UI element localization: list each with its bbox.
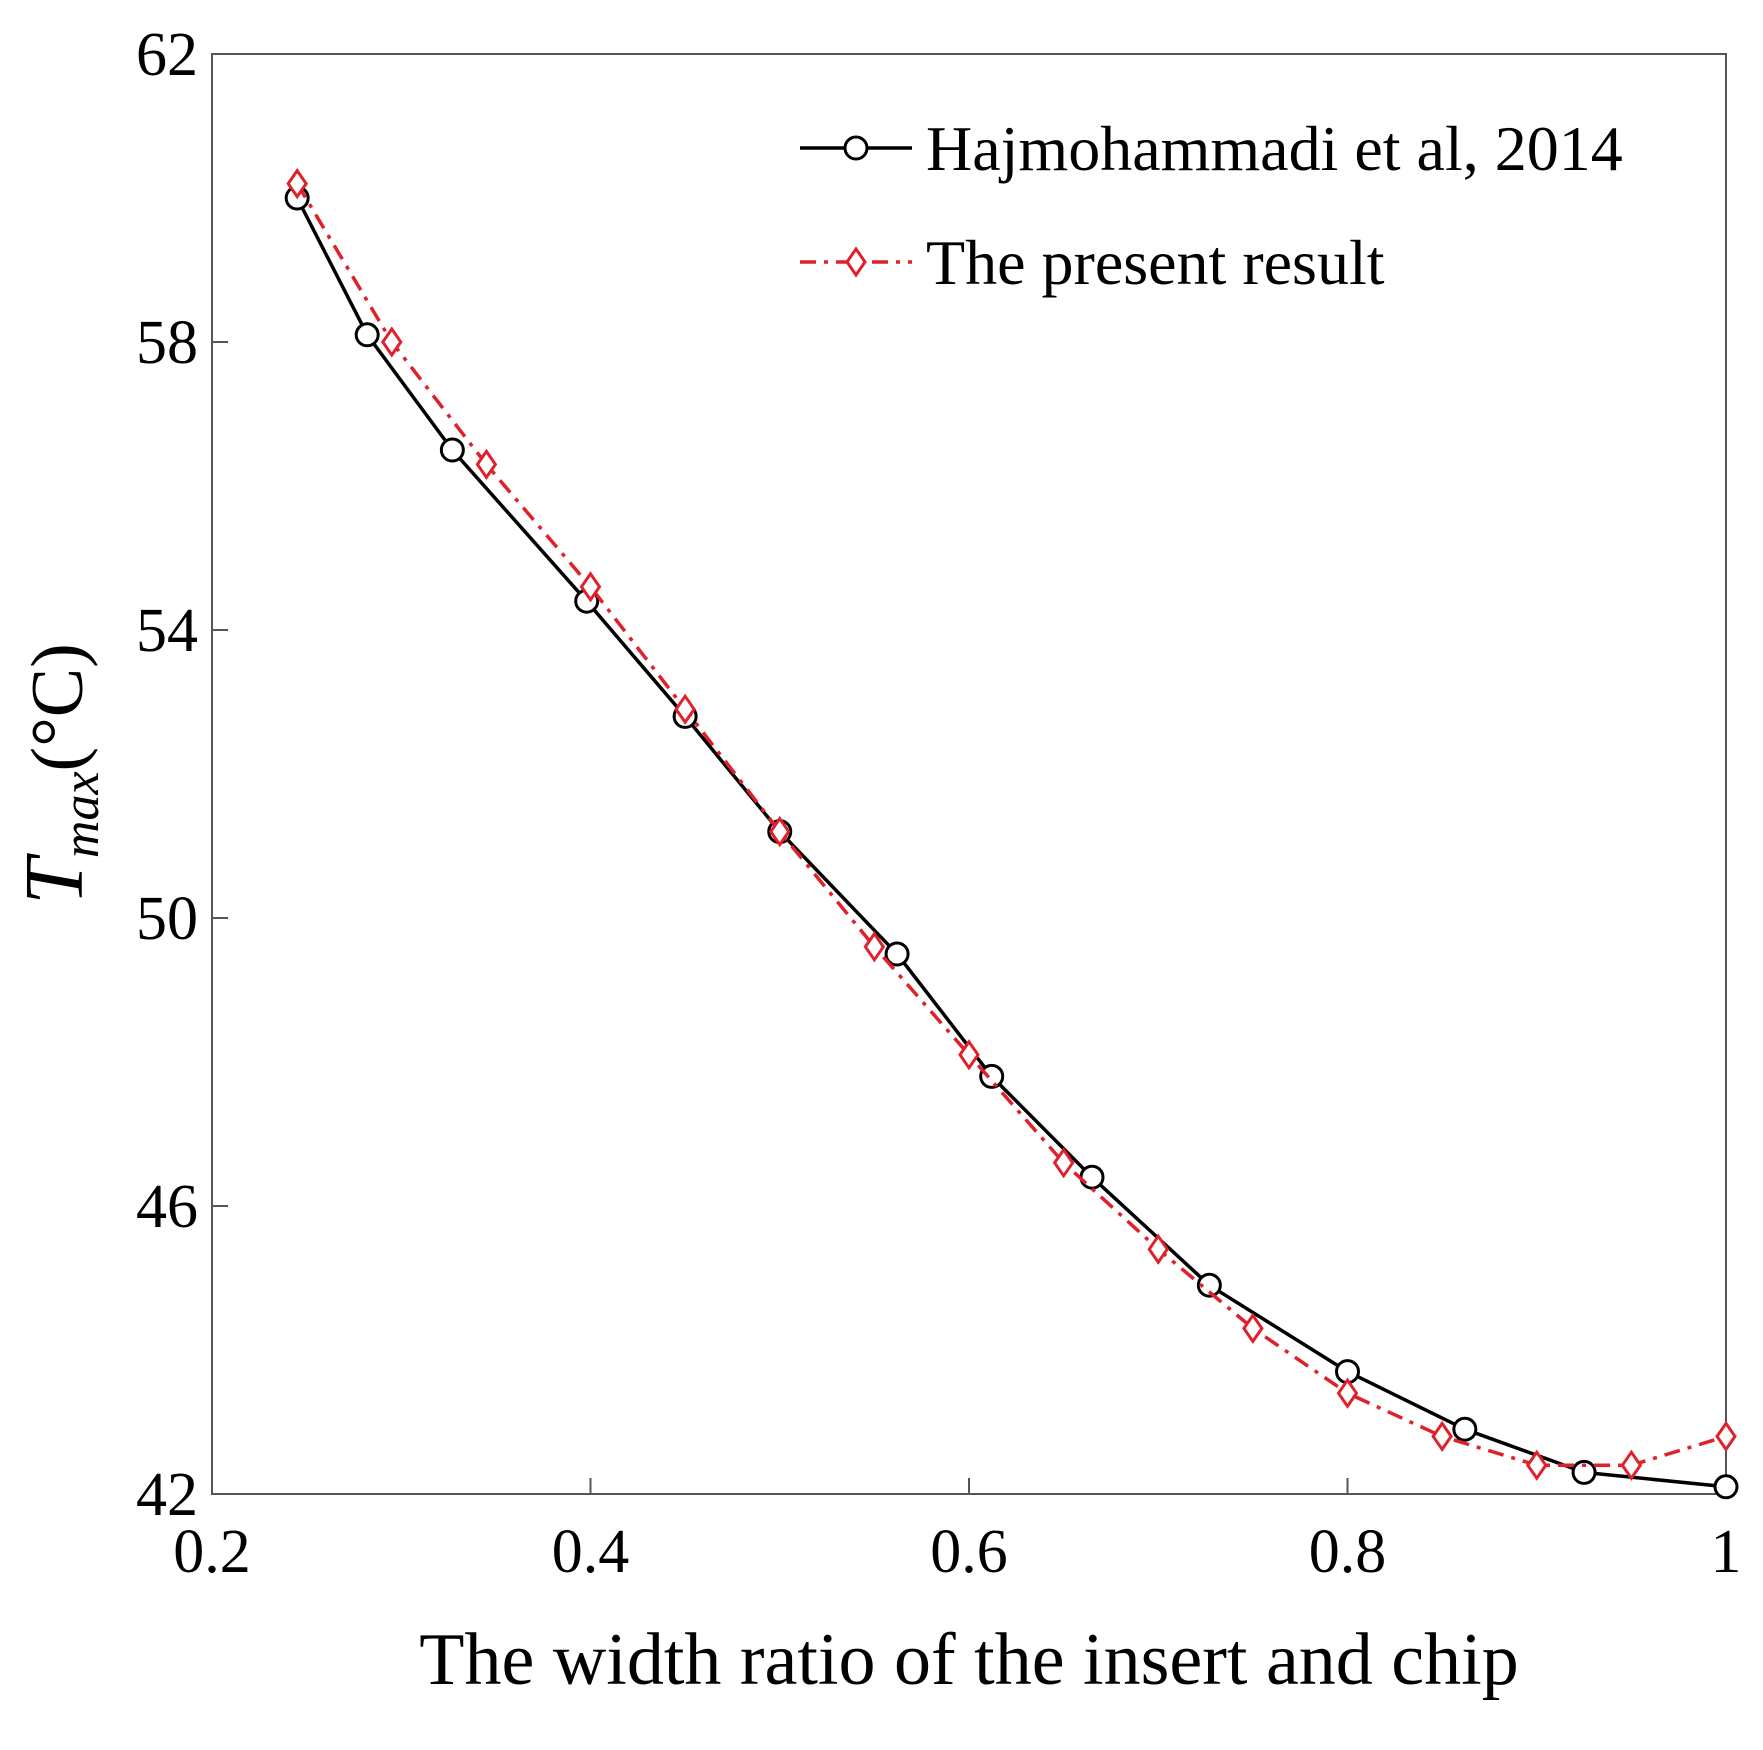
data-point (439, 437, 465, 463)
x-tick-label: 0.6 (930, 1518, 1008, 1586)
data-point (884, 941, 910, 967)
data-point (1336, 1377, 1359, 1409)
series-line (295, 182, 1727, 1467)
y-axis-title-main: T (8, 853, 101, 905)
x-tick-label: 1 (1711, 1518, 1742, 1586)
legend: Hajmohammadi et al, 2014 The present resu… (800, 113, 1623, 298)
data-point (1196, 1272, 1222, 1298)
x-axis: 0.2 0.4 0.6 0.8 1 (173, 1478, 1742, 1586)
y-tick-label: 62 (136, 21, 198, 89)
series-1 (284, 185, 1739, 1500)
data-point (958, 1039, 980, 1071)
series-2 (286, 167, 1737, 1481)
data-point (475, 448, 498, 481)
y-axis-title-subscript: max (53, 771, 110, 858)
data-point (286, 167, 308, 200)
data-point (1571, 1459, 1597, 1485)
data-point (380, 326, 403, 358)
y-tick-label: 58 (136, 309, 198, 377)
data-point (674, 693, 696, 725)
data-point (1713, 1474, 1739, 1500)
data-point (1715, 1420, 1737, 1453)
legend-entry: The present result (800, 227, 1385, 298)
data-point (1147, 1233, 1170, 1265)
data-point (1242, 1312, 1264, 1345)
legend-entry: Hajmohammadi et al, 2014 (800, 113, 1623, 184)
data-point (1620, 1449, 1643, 1481)
y-axis-title-unit: (°C) (17, 643, 99, 771)
x-tick-label: 0.4 (552, 1518, 630, 1586)
data-point (1052, 1147, 1075, 1179)
y-axis-title: Tmax(°C) (8, 643, 110, 905)
x-tick-label: 0.2 (173, 1518, 251, 1586)
data-point (863, 931, 886, 963)
x-tick-label: 0.8 (1309, 1518, 1387, 1586)
y-axis: 42 46 50 54 58 62 (136, 21, 228, 1529)
data-point (1452, 1416, 1478, 1442)
y-tick-label: 50 (136, 885, 198, 953)
data-point (1431, 1420, 1453, 1453)
data-point (1079, 1164, 1105, 1190)
legend-marker (843, 135, 869, 161)
series-layer (284, 167, 1739, 1500)
y-tick-label: 46 (136, 1173, 198, 1241)
data-point (579, 571, 602, 603)
y-tick-label: 54 (136, 597, 198, 665)
data-point (354, 322, 380, 348)
data-point (979, 1063, 1005, 1089)
legend-marker (845, 246, 867, 278)
x-axis-title: The width ratio of the insert and chip (419, 1619, 1518, 1701)
series-line (295, 197, 1727, 1489)
y-tick-label: 42 (136, 1461, 198, 1529)
data-point (1525, 1449, 1548, 1481)
legend-label: The present result (926, 227, 1385, 298)
legend-label: Hajmohammadi et al, 2014 (926, 113, 1623, 184)
data-point (768, 815, 791, 848)
